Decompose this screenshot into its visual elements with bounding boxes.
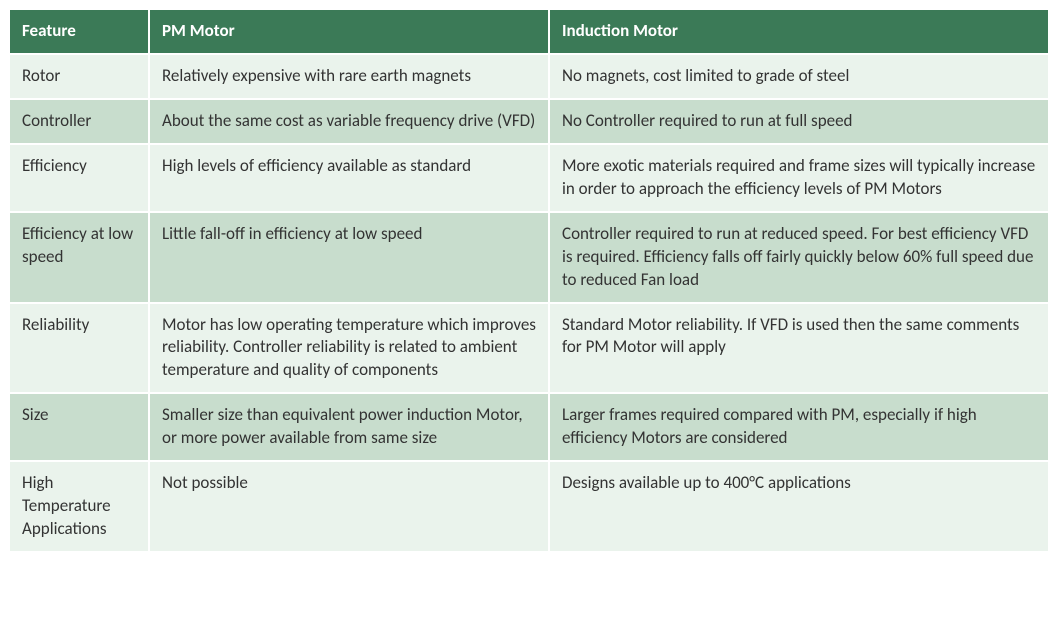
table-row: ReliabilityMotor has low operating tempe…	[9, 303, 1049, 394]
table-body: RotorRelatively expensive with rare eart…	[9, 54, 1049, 552]
cell-induction-motor: More exotic materials required and frame…	[549, 144, 1049, 212]
cell-feature: Reliability	[9, 303, 149, 394]
table-row: Efficiency at low speedLittle fall-off i…	[9, 212, 1049, 303]
table-row: SizeSmaller size than equivalent power i…	[9, 393, 1049, 461]
cell-feature: Efficiency at low speed	[9, 212, 149, 303]
cell-induction-motor: Larger frames required compared with PM,…	[549, 393, 1049, 461]
cell-induction-motor: Controller required to run at reduced sp…	[549, 212, 1049, 303]
cell-induction-motor: Standard Motor reliability. If VFD is us…	[549, 303, 1049, 394]
col-header-pm-motor: PM Motor	[149, 9, 549, 54]
table-row: RotorRelatively expensive with rare eart…	[9, 54, 1049, 99]
cell-feature: Rotor	[9, 54, 149, 99]
cell-pm-motor: Motor has low operating temperature whic…	[149, 303, 549, 394]
cell-induction-motor: No magnets, cost limited to grade of ste…	[549, 54, 1049, 99]
cell-feature: Size	[9, 393, 149, 461]
cell-feature: Controller	[9, 99, 149, 144]
cell-induction-motor: Designs available up to 400°C applicatio…	[549, 461, 1049, 552]
table-row: EfficiencyHigh levels of efficiency avai…	[9, 144, 1049, 212]
cell-pm-motor: Not possible	[149, 461, 549, 552]
col-header-feature: Feature	[9, 9, 149, 54]
cell-induction-motor: No Controller required to run at full sp…	[549, 99, 1049, 144]
motor-comparison-table: Feature PM Motor Induction Motor RotorRe…	[8, 8, 1050, 553]
cell-pm-motor: Smaller size than equivalent power induc…	[149, 393, 549, 461]
cell-pm-motor: Little fall-off in efficiency at low spe…	[149, 212, 549, 303]
cell-pm-motor: About the same cost as variable frequenc…	[149, 99, 549, 144]
table-row: High Temperature ApplicationsNot possibl…	[9, 461, 1049, 552]
table-row: ControllerAbout the same cost as variabl…	[9, 99, 1049, 144]
cell-feature: Efficiency	[9, 144, 149, 212]
table-header-row: Feature PM Motor Induction Motor	[9, 9, 1049, 54]
cell-feature: High Temperature Applications	[9, 461, 149, 552]
cell-pm-motor: Relatively expensive with rare earth mag…	[149, 54, 549, 99]
cell-pm-motor: High levels of efficiency available as s…	[149, 144, 549, 212]
col-header-induction-motor: Induction Motor	[549, 9, 1049, 54]
